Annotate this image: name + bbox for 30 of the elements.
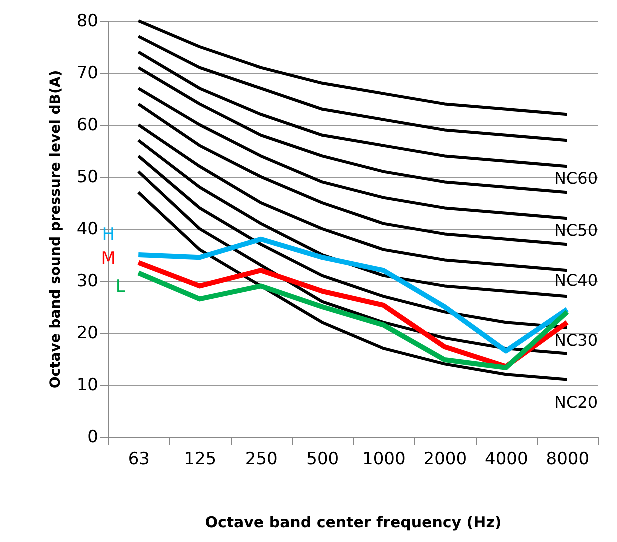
- series-label: M: [101, 248, 116, 269]
- x-tick-label: 500: [306, 450, 340, 470]
- y-tick-label: 20: [76, 324, 98, 344]
- x-axis-title: Octave band center frequency (Hz): [205, 514, 502, 532]
- y-tick-label: 70: [76, 64, 98, 84]
- x-tick-label: 1000: [362, 450, 406, 470]
- series-label: L: [116, 277, 126, 298]
- x-tick-label: 4000: [484, 450, 528, 470]
- series-label: H: [102, 225, 116, 245]
- x-tick-label: 63: [128, 450, 150, 470]
- y-tick-label: 80: [76, 12, 98, 32]
- line-series: [137, 35, 569, 142]
- y-tick-label: 60: [76, 116, 98, 136]
- annotation: NC40: [554, 271, 598, 290]
- x-tick-label: 250: [245, 450, 278, 470]
- y-tick-label: 30: [76, 272, 98, 292]
- x-tick-label: 8000: [546, 450, 590, 470]
- y-tick-label: 10: [76, 376, 98, 396]
- annotation: NC60: [554, 169, 598, 188]
- line-series: [137, 50, 569, 168]
- x-tick-label: 125: [184, 450, 217, 470]
- annotation: NC50: [554, 221, 598, 240]
- y-tick-label: 0: [88, 428, 98, 448]
- y-axis-title: Octave band sound pressure level dB(A): [48, 70, 64, 389]
- y-tick-label: 40: [76, 220, 98, 240]
- line-series: [137, 20, 569, 116]
- x-tick-label: 2000: [424, 450, 468, 470]
- annotation: NC30: [554, 331, 598, 350]
- y-tick-label: 50: [76, 168, 98, 188]
- annotation: NC20: [554, 393, 598, 412]
